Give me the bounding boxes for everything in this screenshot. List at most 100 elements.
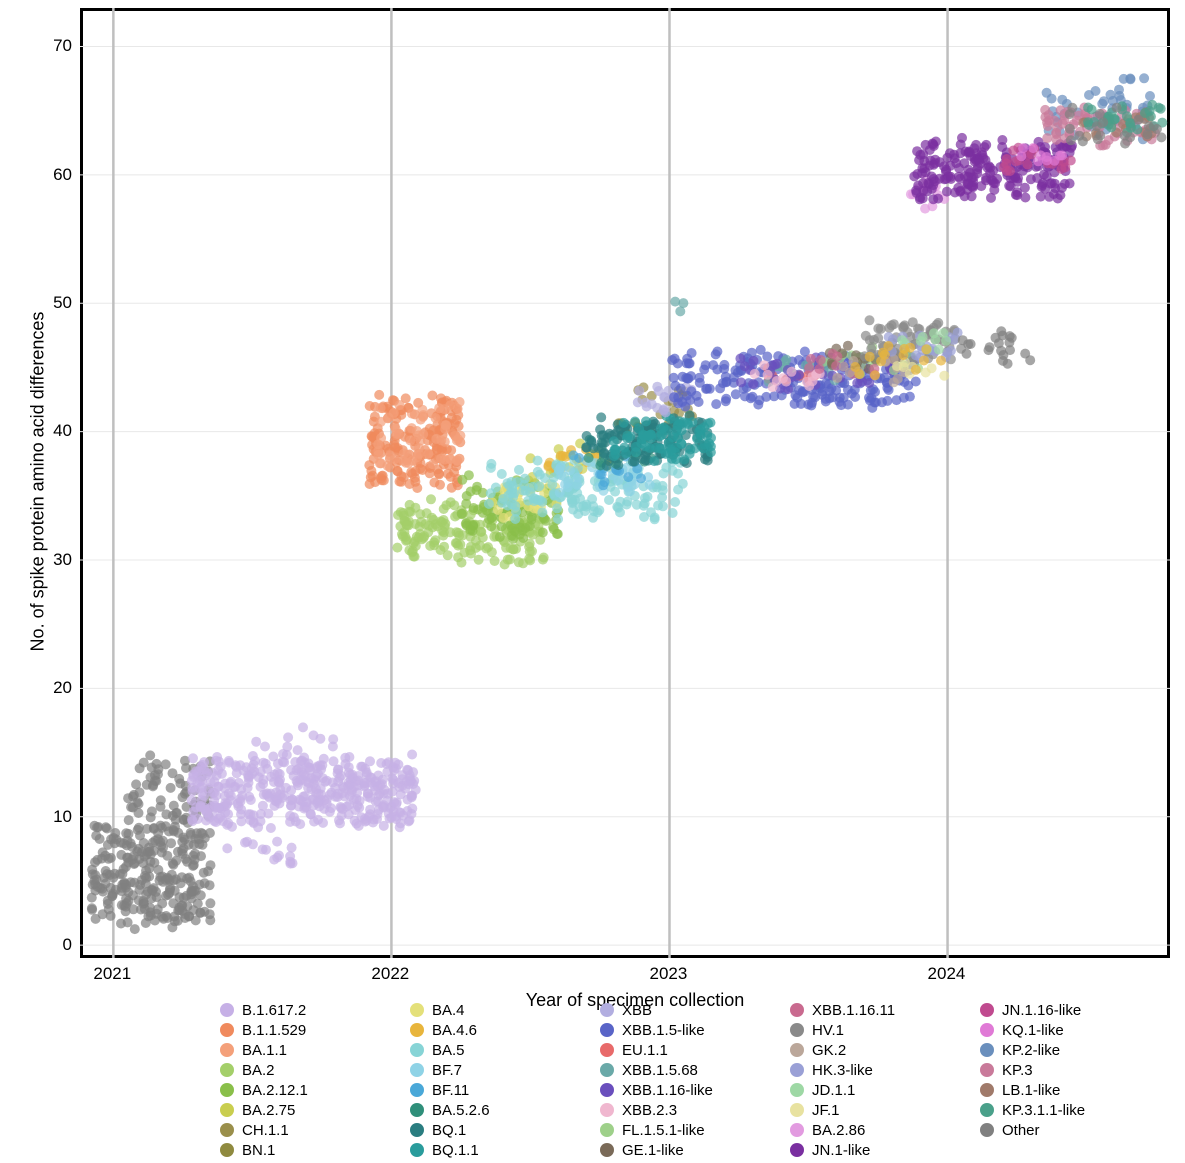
y-tick-label: 30: [53, 550, 72, 570]
y-tick-label: 0: [63, 935, 72, 955]
legend-swatch: [600, 1083, 614, 1097]
legend-label: BA.1.1: [242, 1042, 287, 1059]
legend-label: XBB.1.5.68: [622, 1062, 698, 1079]
x-tick-label: 2023: [649, 964, 687, 984]
legend-label: KQ.1-like: [1002, 1022, 1064, 1039]
legend-item: KP.2-like: [980, 1040, 1160, 1060]
legend-swatch: [790, 1063, 804, 1077]
legend-item: GK.2: [790, 1040, 970, 1060]
legend-swatch: [790, 1083, 804, 1097]
legend-item: BF.11: [410, 1080, 590, 1100]
legend-label: BA.4.6: [432, 1022, 477, 1039]
legend-swatch: [600, 1103, 614, 1117]
legend-label: BA.5.2.6: [432, 1102, 490, 1119]
legend-label: BN.1: [242, 1142, 275, 1159]
y-tick-label: 50: [53, 293, 72, 313]
legend-item: BA.5: [410, 1040, 590, 1060]
legend-item: JN.1-like: [790, 1140, 970, 1160]
legend-item: BQ.1.1: [410, 1140, 590, 1160]
y-tick-label: 10: [53, 807, 72, 827]
legend-label: BQ.1.1: [432, 1142, 479, 1159]
y-tick-label: 20: [53, 678, 72, 698]
legend-label: KP.3: [1002, 1062, 1033, 1079]
legend-item: KP.3: [980, 1060, 1160, 1080]
legend-item: BF.7: [410, 1060, 590, 1080]
legend-item: GE.1-like: [600, 1140, 780, 1160]
legend-swatch: [790, 1143, 804, 1157]
legend-label: JN.1.16-like: [1002, 1002, 1081, 1019]
legend-label: JF.1: [812, 1102, 840, 1119]
legend-swatch: [220, 1103, 234, 1117]
legend-label: BQ.1: [432, 1122, 466, 1139]
legend-label: BA.2.12.1: [242, 1082, 308, 1099]
legend-swatch: [410, 1143, 424, 1157]
legend-item: JN.1.16-like: [980, 1000, 1160, 1020]
legend-swatch: [410, 1123, 424, 1137]
legend-swatch: [980, 1063, 994, 1077]
legend-item: XBB.1.16-like: [600, 1080, 780, 1100]
x-tick-label: 2022: [371, 964, 409, 984]
legend-swatch: [980, 1003, 994, 1017]
figure-root: No. of spike protein amino acid differen…: [0, 0, 1185, 1163]
legend-item: LB.1-like: [980, 1080, 1160, 1100]
legend-item: CH.1.1: [220, 1120, 400, 1140]
legend-item: B.1.617.2: [220, 1000, 400, 1020]
legend-label: HK.3-like: [812, 1062, 873, 1079]
legend-item: BA.4.6: [410, 1020, 590, 1040]
legend-swatch: [220, 1003, 234, 1017]
legend-label: KP.3.1.1-like: [1002, 1102, 1085, 1119]
legend-label: CH.1.1: [242, 1122, 289, 1139]
legend-swatch: [600, 1143, 614, 1157]
legend-swatch: [220, 1123, 234, 1137]
legend-swatch: [980, 1043, 994, 1057]
legend-label: XBB.2.3: [622, 1102, 677, 1119]
legend-swatch: [600, 1043, 614, 1057]
legend-item: KP.3.1.1-like: [980, 1100, 1160, 1120]
legend-item: B.1.1.529: [220, 1020, 400, 1040]
legend-label: BF.11: [432, 1082, 469, 1099]
y-tick-label: 70: [53, 36, 72, 56]
legend-swatch: [410, 1003, 424, 1017]
legend-swatch: [790, 1043, 804, 1057]
legend-swatch: [220, 1063, 234, 1077]
legend-item: HV.1: [790, 1020, 970, 1040]
legend-label: HV.1: [812, 1022, 844, 1039]
x-tick-label: 2024: [928, 964, 966, 984]
legend-item: BA.1.1: [220, 1040, 400, 1060]
legend-item: XBB.1.5-like: [600, 1020, 780, 1040]
legend-swatch: [600, 1063, 614, 1077]
legend-item: FL.1.5.1-like: [600, 1120, 780, 1140]
legend-label: XBB.1.5-like: [622, 1022, 705, 1039]
legend-swatch: [980, 1103, 994, 1117]
legend-item: XBB: [600, 1000, 780, 1020]
legend-item: EU.1.1: [600, 1040, 780, 1060]
legend-item: XBB.2.3: [600, 1100, 780, 1120]
legend-item: BA.2.75: [220, 1100, 400, 1120]
legend-label: XBB.1.16-like: [622, 1082, 713, 1099]
legend-label: BA.2: [242, 1062, 275, 1079]
legend-swatch: [220, 1143, 234, 1157]
legend-item: JF.1: [790, 1100, 970, 1120]
legend-swatch: [410, 1043, 424, 1057]
legend-label: GK.2: [812, 1042, 846, 1059]
legend-swatch: [410, 1023, 424, 1037]
legend-label: B.1.1.529: [242, 1022, 306, 1039]
legend-item: JD.1.1: [790, 1080, 970, 1100]
legend-label: XBB.1.16.11: [812, 1002, 895, 1019]
legend-label: FL.1.5.1-like: [622, 1122, 705, 1139]
y-tick-label: 60: [53, 165, 72, 185]
legend-label: LB.1-like: [1002, 1082, 1060, 1099]
legend: B.1.617.2B.1.1.529BA.1.1BA.2BA.2.12.1BA.…: [220, 1000, 1160, 1160]
legend-item: HK.3-like: [790, 1060, 970, 1080]
legend-label: JD.1.1: [812, 1082, 855, 1099]
legend-swatch: [600, 1123, 614, 1137]
legend-label: EU.1.1: [622, 1042, 668, 1059]
y-axis-label: No. of spike protein amino acid differen…: [28, 302, 49, 662]
scatter-plot: [80, 8, 1170, 958]
legend-label: Other: [1002, 1122, 1040, 1139]
legend-swatch: [220, 1083, 234, 1097]
legend-item: BA.4: [410, 1000, 590, 1020]
legend-label: XBB: [622, 1002, 652, 1019]
legend-swatch: [220, 1043, 234, 1057]
legend-label: KP.2-like: [1002, 1042, 1060, 1059]
